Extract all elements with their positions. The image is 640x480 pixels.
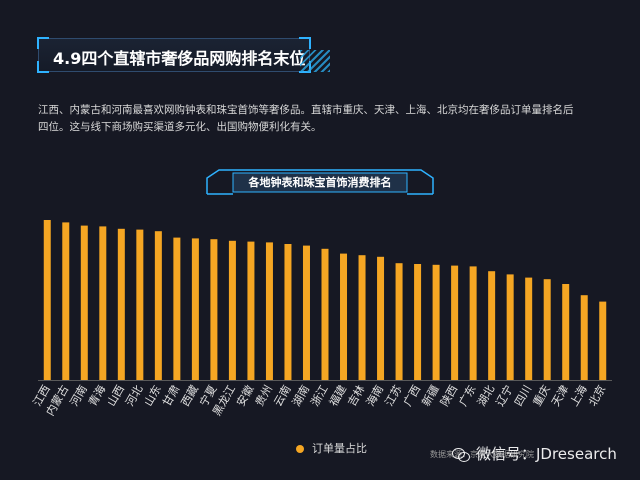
x-tick-label-21: 新疆 bbox=[419, 383, 442, 409]
page-title: 4.9四个直辖市奢侈品网购排名末位 bbox=[53, 49, 306, 68]
bar-1 bbox=[62, 222, 70, 380]
x-tick-label-14: 湖南 bbox=[290, 383, 312, 409]
legend-label: 订单量占比 bbox=[312, 442, 367, 455]
bar-26 bbox=[525, 277, 533, 380]
bar-19 bbox=[395, 263, 403, 380]
x-tick-label-12: 贵州 bbox=[253, 383, 275, 409]
bar-23 bbox=[469, 266, 477, 380]
bar-28 bbox=[562, 284, 570, 380]
x-tick-label-16: 福建 bbox=[326, 383, 349, 409]
x-tick-label-20: 广西 bbox=[401, 383, 423, 409]
x-tick-label-25: 辽宁 bbox=[493, 383, 516, 409]
x-tick-label-19: 江苏 bbox=[382, 383, 404, 409]
wechat-icon bbox=[452, 447, 470, 462]
x-tick-label-11: 安徽 bbox=[233, 383, 256, 409]
x-tick-label-8: 西藏 bbox=[179, 383, 201, 409]
bar-20 bbox=[414, 264, 422, 380]
title-corner-decoration bbox=[299, 37, 311, 49]
bar-9 bbox=[210, 239, 218, 380]
chart-title-frame bbox=[206, 169, 434, 195]
x-tick-label-2: 河南 bbox=[68, 383, 90, 409]
bar-8 bbox=[191, 238, 199, 380]
x-tick-label-15: 浙江 bbox=[308, 383, 330, 409]
bar-12 bbox=[265, 242, 273, 380]
title-corner-decoration bbox=[37, 61, 49, 73]
x-tick-label-23: 广东 bbox=[456, 383, 478, 409]
x-tick-label-18: 海南 bbox=[363, 383, 386, 409]
legend-swatch bbox=[296, 445, 304, 453]
x-tick-label-26: 四川 bbox=[512, 383, 534, 409]
x-tick-label-24: 湖北 bbox=[475, 383, 497, 409]
bar-17 bbox=[358, 255, 366, 380]
bar-7 bbox=[173, 237, 181, 380]
x-tick-label-4: 山西 bbox=[105, 383, 127, 409]
bar-14 bbox=[302, 245, 310, 380]
bar-24 bbox=[488, 271, 496, 380]
bar-25 bbox=[506, 274, 514, 380]
chart-title: 各地钟表和珠宝首饰消费排名 bbox=[248, 176, 392, 189]
bar-15 bbox=[321, 248, 329, 380]
bar-22 bbox=[451, 265, 459, 380]
x-tick-label-27: 重庆 bbox=[530, 383, 553, 409]
watermark: 微信号：JDresearch bbox=[452, 443, 617, 463]
bar-3 bbox=[99, 226, 107, 380]
x-tick-label-6: 山东 bbox=[142, 383, 164, 409]
source-note: 数据来源：京东大数据研究院 bbox=[430, 450, 534, 459]
watermark-text: 微信号：JDresearch bbox=[476, 445, 617, 463]
bar-6 bbox=[154, 231, 162, 380]
bar-16 bbox=[340, 253, 348, 380]
bar-18 bbox=[377, 256, 385, 380]
bar-27 bbox=[543, 279, 551, 380]
chart-legend: 订单量占比 bbox=[296, 440, 367, 455]
x-tick-label-30: 北京 bbox=[585, 383, 608, 409]
bar-0 bbox=[43, 220, 51, 380]
x-tick-label-22: 陕西 bbox=[437, 383, 460, 409]
bar-30 bbox=[599, 301, 607, 380]
x-tick-label-7: 甘肃 bbox=[160, 383, 182, 409]
bar-2 bbox=[80, 225, 88, 380]
bar-11 bbox=[247, 241, 255, 380]
x-tick-label-29: 上海 bbox=[567, 383, 590, 409]
title-stripe-decoration bbox=[300, 50, 330, 72]
x-tick-label-3: 青海 bbox=[85, 383, 108, 409]
bar-13 bbox=[284, 244, 292, 380]
x-tick-label-13: 云南 bbox=[271, 383, 293, 409]
x-tick-label-5: 河北 bbox=[123, 383, 145, 409]
bar-29 bbox=[580, 295, 588, 380]
bar-4 bbox=[117, 228, 125, 380]
x-tick-label-17: 吉林 bbox=[345, 383, 368, 409]
description-text: 江西、内蒙古和河南最喜欢网购钟表和珠宝首饰等奢侈品。直辖市重庆、天津、上海、北京… bbox=[38, 104, 574, 133]
bar-21 bbox=[432, 264, 440, 380]
x-tick-label-28: 天津 bbox=[549, 383, 571, 409]
bar-10 bbox=[228, 240, 236, 380]
bar-5 bbox=[136, 229, 144, 380]
chart-title-banner: 各地钟表和珠宝首饰消费排名 bbox=[205, 168, 435, 196]
